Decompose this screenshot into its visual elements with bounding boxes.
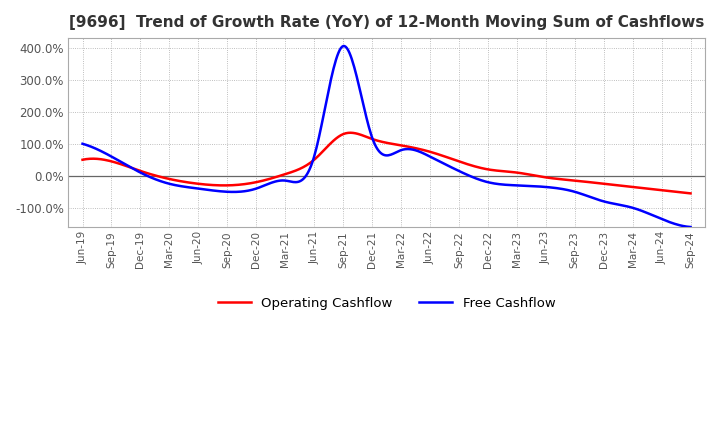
Free Cashflow [78, 141, 87, 147]
Free Cashflow [577, 191, 586, 197]
Line: Operating Cashflow: Operating Cashflow [83, 133, 690, 194]
Free Cashflow [672, 222, 681, 227]
Legend: Operating Cashflow, Free Cashflow: Operating Cashflow, Free Cashflow [212, 291, 561, 315]
Operating Cashflow [441, 154, 450, 159]
Operating Cashflow [408, 145, 417, 150]
Operating Cashflow [577, 179, 586, 184]
Free Cashflow [339, 44, 348, 49]
Free Cashflow [441, 162, 450, 167]
Operating Cashflow [672, 189, 681, 194]
Free Cashflow [408, 147, 417, 152]
Operating Cashflow [346, 130, 355, 136]
Operating Cashflow [78, 157, 87, 162]
Title: [9696]  Trend of Growth Rate (YoY) of 12-Month Moving Sum of Cashflows: [9696] Trend of Growth Rate (YoY) of 12-… [69, 15, 704, 30]
Operating Cashflow [686, 191, 695, 196]
Line: Free Cashflow: Free Cashflow [83, 46, 690, 227]
Operating Cashflow [372, 138, 380, 143]
Operating Cashflow [368, 136, 377, 142]
Free Cashflow [686, 224, 695, 230]
Free Cashflow [368, 136, 377, 141]
Free Cashflow [372, 144, 380, 150]
